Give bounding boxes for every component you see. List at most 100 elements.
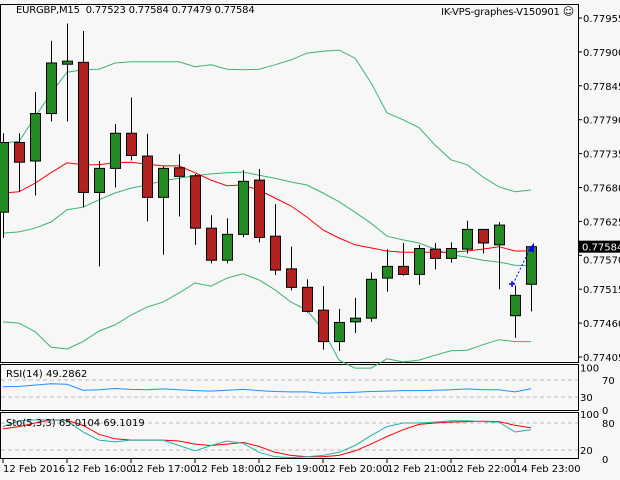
price-axis-label: 0.77405 — [583, 353, 620, 364]
candle-body — [414, 248, 425, 275]
stochastic-main-line — [2, 419, 532, 459]
candle — [94, 160, 105, 267]
candle — [126, 97, 137, 161]
price-axis-label: 0.77515 — [583, 285, 620, 296]
candle-body — [302, 286, 313, 312]
stochastic-panel — [1, 419, 578, 459]
candle-body — [366, 278, 377, 319]
candle — [78, 30, 89, 208]
candle — [110, 124, 121, 188]
candle-body — [350, 317, 361, 323]
stochastic-axis-label: 0 — [602, 455, 608, 466]
candle — [318, 286, 329, 350]
expert-advisor-label[interactable]: IK-VPS-graphes-V150901 ☺ — [441, 5, 574, 18]
candle — [398, 242, 409, 276]
candle-body — [158, 167, 169, 198]
ohlc-readout: 0.77523 0.77584 0.77479 0.77584 — [85, 5, 255, 16]
current-price-tag — [579, 240, 620, 253]
rsi-line — [2, 383, 532, 394]
candle — [14, 133, 25, 192]
candle-body — [286, 268, 297, 288]
candle — [286, 246, 297, 291]
time-axis-label: 12 Feb 20:00 — [323, 464, 389, 475]
candle-body — [318, 309, 329, 343]
time-axis-label: 12 Feb 16:00 — [67, 464, 133, 475]
candle — [0, 133, 9, 239]
candle — [510, 285, 521, 338]
candle-body — [0, 142, 9, 213]
stochastic-title: Sto(5,3,3) 65.0104 69.1019 — [6, 418, 145, 429]
trade-line — [512, 246, 532, 285]
candle-body — [494, 224, 505, 246]
candle-body — [78, 61, 89, 193]
trade-arrow-icon — [528, 242, 534, 253]
stochastic-axis-label: 20 — [580, 446, 593, 457]
price-axis-label: 0.77845 — [583, 82, 620, 93]
candle — [270, 204, 281, 276]
candle — [30, 91, 41, 196]
candle — [462, 220, 473, 254]
candle-body — [46, 62, 57, 115]
candle — [414, 244, 425, 285]
candle-body — [110, 132, 121, 169]
rsi-axis-label: 0 — [602, 406, 608, 417]
candle-body — [94, 167, 105, 193]
bollinger-upper-line — [2, 49, 532, 193]
candle — [46, 40, 57, 122]
candle — [190, 173, 201, 245]
candle — [158, 166, 169, 255]
candle-body — [430, 248, 441, 259]
candle-body — [222, 233, 233, 261]
expert-name: IK-VPS-graphes-V150901 — [441, 7, 560, 18]
candle-body — [270, 235, 281, 271]
symbol-header: EURGBP,M15 0.77523 0.77584 0.77479 0.775… — [16, 5, 255, 16]
stochastic-axis-label: 80 — [602, 419, 615, 430]
candle — [494, 222, 505, 290]
candle-body — [30, 113, 41, 162]
symbol-timeframe: EURGBP,M15 — [16, 5, 80, 16]
stochastic-signal-line — [2, 419, 532, 458]
smiley-face-icon: ☺ — [562, 5, 574, 18]
candle-body — [126, 132, 137, 156]
price-plot — [0, 23, 537, 369]
candle-body — [174, 167, 185, 177]
bollinger-lower-line — [2, 273, 531, 369]
stochastic-axis-label: 100 — [580, 410, 599, 421]
candle — [62, 23, 73, 122]
candle-body — [190, 175, 201, 229]
candle — [334, 308, 345, 351]
candle-body — [334, 321, 345, 343]
rsi-axis-label: 70 — [602, 376, 615, 387]
candle-body — [526, 246, 537, 285]
candle-body — [478, 228, 489, 244]
candle — [446, 242, 457, 263]
candle — [366, 272, 377, 322]
rsi-panel — [1, 379, 578, 398]
candle — [142, 133, 153, 222]
rsi-axis-label: 100 — [580, 363, 599, 374]
candle — [302, 279, 313, 313]
stochastic-panel-frame — [0, 412, 579, 459]
time-axis-label: 12 Feb 18:00 — [195, 464, 261, 475]
candle-body — [62, 60, 73, 65]
time-axis-label: 12 Feb 17:00 — [131, 464, 197, 475]
time-axis-label: 12 Feb 21:00 — [387, 464, 453, 475]
time-axis-label: 14 Feb 23:00 — [515, 464, 581, 475]
candle — [206, 215, 217, 264]
candle — [350, 297, 361, 333]
moving-average-line — [2, 161, 531, 253]
candle — [238, 170, 249, 238]
time-axis-label: 12 Feb 2016 — [3, 464, 65, 475]
price-axis-label: 0.77955 — [583, 14, 620, 25]
candle-body — [206, 227, 217, 261]
candle — [478, 228, 489, 254]
candle-body — [14, 142, 25, 163]
price-axis-label: 0.77625 — [583, 217, 620, 228]
trade-entry-marker-icon — [509, 281, 515, 287]
